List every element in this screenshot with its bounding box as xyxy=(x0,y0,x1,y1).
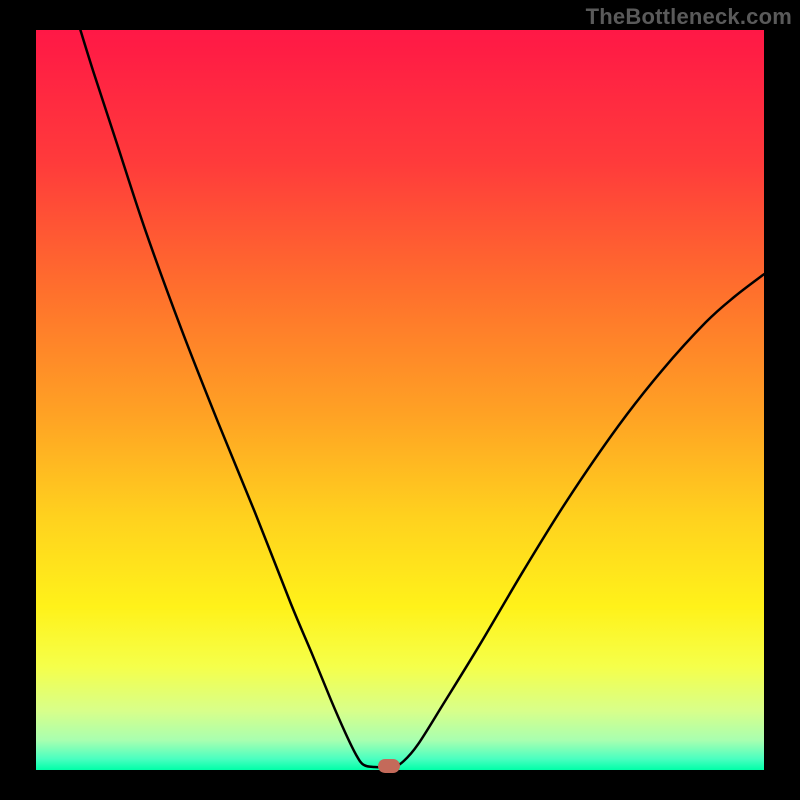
optimum-marker xyxy=(378,759,400,773)
bottleneck-curve xyxy=(36,30,764,770)
curve-path xyxy=(80,30,764,768)
plot-area xyxy=(36,30,764,770)
watermark-text: TheBottleneck.com xyxy=(586,4,792,30)
chart-container: TheBottleneck.com xyxy=(0,0,800,800)
